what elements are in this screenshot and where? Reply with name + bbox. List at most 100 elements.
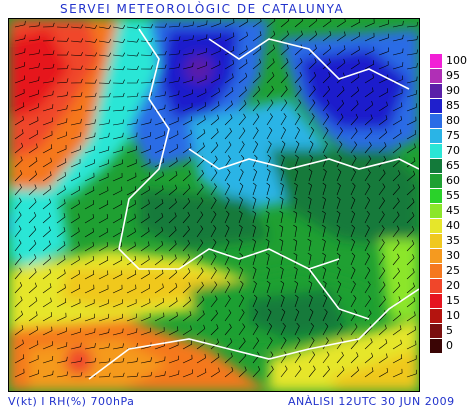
wind-barb	[42, 22, 55, 28]
wind-barb	[336, 58, 346, 70]
wind-barb	[112, 25, 126, 30]
wind-barb	[336, 337, 344, 350]
wind-barb	[224, 19, 235, 28]
wind-barb	[350, 295, 357, 308]
wind-barb	[140, 118, 152, 126]
wind-barb	[266, 182, 271, 196]
wind-barb	[28, 296, 38, 308]
wind-barb	[70, 92, 83, 98]
wind-barb	[70, 213, 80, 224]
wind-barb	[238, 31, 248, 42]
wind-barb	[392, 170, 401, 182]
wind-barb	[378, 267, 386, 280]
wind-barb	[182, 89, 193, 98]
wind-barb	[392, 102, 403, 112]
wind-barb	[336, 45, 346, 56]
wind-barb	[322, 351, 330, 364]
wind-barb	[154, 158, 165, 168]
wind-barb	[392, 339, 402, 350]
wind-barb	[322, 127, 329, 140]
wind-barb	[154, 91, 166, 98]
wind-barb	[168, 117, 179, 126]
wind-barb	[252, 58, 262, 70]
wind-barb	[182, 282, 191, 294]
wind-barb	[112, 79, 125, 84]
wind-barb	[70, 284, 81, 294]
wind-barb	[378, 101, 388, 112]
wind-barb	[350, 252, 356, 266]
wind-barb	[140, 241, 150, 252]
wind-barb	[252, 31, 262, 42]
legend-label: 15	[446, 294, 460, 307]
wind-barb	[112, 172, 123, 182]
wind-barb	[293, 224, 298, 238]
wind-barb	[392, 281, 401, 294]
wind-barb	[98, 146, 110, 154]
wind-barb	[14, 129, 24, 140]
wind-barb	[84, 186, 95, 196]
wind-barb	[70, 357, 82, 364]
wind-barb	[126, 52, 140, 57]
wind-barb	[168, 268, 177, 280]
wind-barb	[252, 210, 257, 224]
wind-barb	[140, 284, 151, 294]
legend-item: 70	[430, 144, 475, 158]
wind-barb	[126, 213, 136, 224]
wind-barb	[112, 92, 125, 98]
legend-swatch	[430, 144, 442, 158]
wind-barb	[280, 280, 285, 294]
wind-barb	[308, 280, 313, 294]
wind-barb	[322, 308, 328, 322]
wind-barb	[210, 60, 221, 70]
wind-barb	[252, 266, 257, 280]
wind-barb	[238, 323, 246, 336]
wind-barb	[294, 113, 301, 126]
wind-barb	[98, 270, 109, 280]
wind-barb	[252, 308, 258, 322]
wind-barb	[210, 367, 220, 378]
wind-barb	[350, 19, 361, 28]
wind-barb	[126, 241, 136, 252]
wind-barb	[168, 77, 180, 84]
wind-barb	[98, 106, 111, 112]
wind-barb	[140, 327, 151, 336]
legend-item: 25	[430, 264, 475, 278]
wind-barb	[321, 210, 326, 224]
wind-barb	[14, 170, 23, 182]
wind-barb	[28, 355, 39, 364]
wind-barb	[266, 351, 274, 364]
legend-item: 15	[430, 294, 475, 308]
wind-barb	[224, 309, 232, 322]
wind-barb	[266, 337, 273, 350]
wind-barb	[14, 48, 26, 56]
wind-barb	[392, 211, 400, 224]
wind-barb	[350, 238, 356, 252]
wind-barb	[168, 240, 177, 252]
wind-barb	[336, 280, 342, 294]
wind-barb	[14, 296, 23, 308]
wind-barb	[168, 340, 179, 350]
legend-item: 30	[430, 249, 475, 263]
wind-barb	[210, 19, 221, 28]
wind-barb	[112, 357, 125, 364]
wind-barb	[140, 227, 150, 238]
wind-barb	[98, 52, 112, 57]
wind-barb	[112, 66, 125, 71]
wind-barb	[112, 372, 125, 378]
wind-barb	[392, 253, 400, 266]
wind-barb	[112, 159, 123, 168]
wind-barb	[224, 73, 234, 84]
wind-barb	[336, 238, 341, 252]
wind-barb	[336, 86, 345, 98]
wind-barb	[252, 154, 258, 168]
wind-barb	[168, 143, 178, 154]
wind-barb	[98, 119, 110, 126]
wind-barb	[196, 296, 205, 308]
wind-barb	[112, 241, 123, 252]
wind-barb	[336, 266, 341, 280]
wind-barb	[265, 224, 270, 238]
legend-item: 40	[430, 219, 475, 233]
wind-barb	[350, 127, 358, 140]
wind-barb	[28, 325, 38, 336]
legend-label: 25	[446, 264, 460, 277]
